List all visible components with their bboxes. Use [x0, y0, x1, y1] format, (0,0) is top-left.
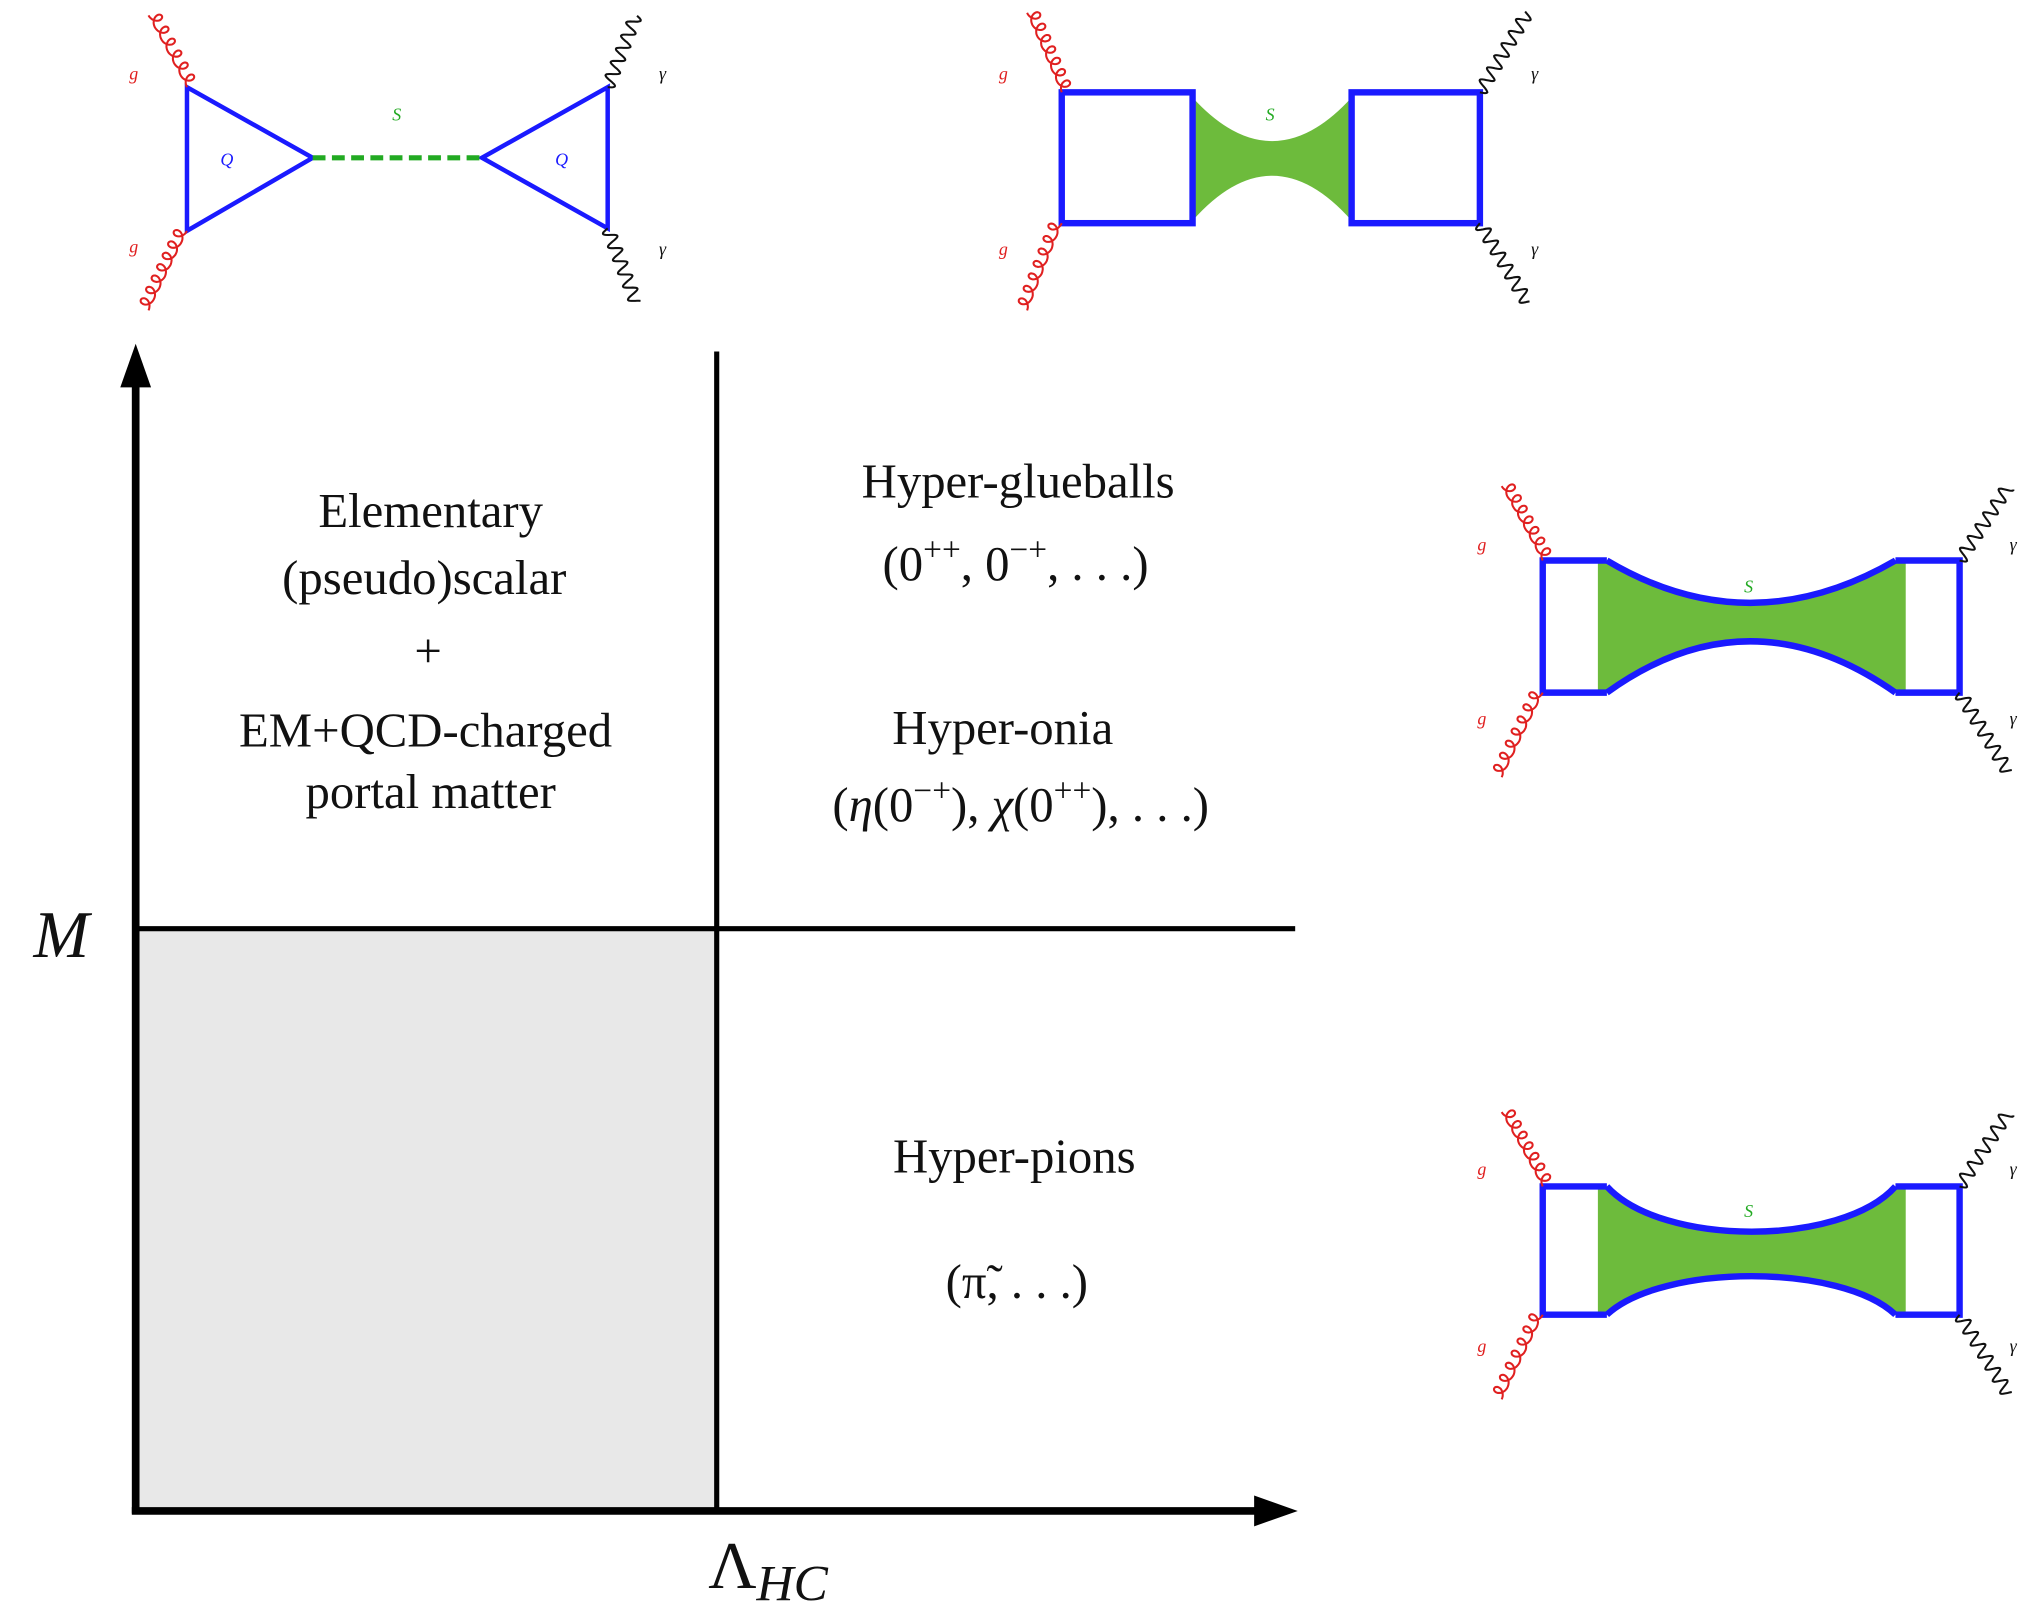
y-axis-label: M: [32, 899, 92, 972]
fermion-label: Q: [555, 149, 568, 169]
region-glueballs: Hyper-glueballs (0++, 0−+, . . .): [862, 455, 1175, 591]
superscript: ++: [923, 532, 961, 569]
math: η: [849, 778, 873, 832]
gluon: [141, 230, 187, 310]
superscript: −+: [1009, 532, 1047, 569]
excluded-region: [136, 929, 717, 1511]
fermion-loop: [1543, 1186, 1607, 1314]
gluon: [1502, 484, 1550, 560]
symbol: Λ: [708, 1530, 756, 1603]
arrowhead: [1254, 1496, 1298, 1527]
text: (0: [883, 537, 924, 591]
region-line: +: [414, 624, 442, 678]
region-title: Hyper-onia: [892, 701, 1113, 755]
fermion-loop: [1543, 561, 1607, 693]
gluon: [1494, 692, 1543, 777]
photon: [1956, 1315, 2012, 1394]
photon: [606, 16, 641, 88]
gluon-label: g: [129, 237, 138, 257]
gluon: [148, 15, 194, 88]
mediator-label: S: [1744, 577, 1753, 597]
photon: [603, 228, 641, 301]
photon-label: γ: [1531, 64, 1539, 84]
gluon: [1019, 223, 1062, 310]
mediator-label: S: [1744, 1201, 1753, 1221]
photon: [1480, 12, 1531, 94]
page: {"diagrams": [ {"gluons": ["g", "g"], "p…: [0, 0, 2026, 1611]
region-title: Hyper-glueballs: [862, 455, 1175, 509]
photon-label: γ: [2010, 1336, 2018, 1356]
photon: [1960, 1115, 2014, 1188]
region-line: portal matter: [306, 765, 556, 819]
text: (0: [873, 778, 914, 832]
gluon-label: g: [999, 64, 1008, 84]
gluon: [1502, 1110, 1550, 1186]
gluon-label: g: [1477, 1159, 1486, 1179]
mediator-label: S: [392, 105, 401, 125]
fermion-loop: [1062, 92, 1193, 223]
gluon: [1494, 1314, 1543, 1399]
photon: [1956, 693, 2012, 772]
math: χ: [988, 778, 1015, 832]
region-states: (η(0−+), χ(0++), . . .): [832, 773, 1209, 832]
gluon-label: g: [1477, 709, 1486, 729]
photon-label: γ: [1531, 239, 1539, 259]
fermion-label: Q: [220, 149, 233, 169]
superscript: ++: [1054, 773, 1092, 810]
photon-label: γ: [659, 239, 667, 259]
text: (0: [1013, 778, 1054, 832]
region-line: (pseudo)scalar: [282, 551, 566, 605]
photon: [1960, 489, 2014, 562]
photon-label: γ: [2010, 1159, 2018, 1179]
gluon: [1027, 12, 1070, 92]
text: , . . .): [1047, 537, 1149, 591]
region-onia: Hyper-onia (η(0−+), χ(0++), . . .): [832, 701, 1209, 832]
photon-label: γ: [659, 64, 667, 84]
gluon-label: g: [129, 64, 138, 84]
mediator-label: S: [1266, 105, 1275, 125]
gluon-label: g: [999, 239, 1008, 259]
text: , 0: [961, 537, 1010, 591]
region-title: Hyper-pions: [893, 1129, 1136, 1183]
region-states: (0++, 0−+, . . .): [883, 532, 1149, 591]
photon-label: γ: [2010, 534, 2018, 554]
text: ), . . .): [1091, 778, 1209, 832]
photon-label: γ: [2010, 709, 2018, 729]
gluon-label: g: [1477, 534, 1486, 554]
fermion-loop: [187, 87, 313, 231]
region-pions: Hyper-pions (π̃, . . .): [893, 1129, 1136, 1309]
subscript: HC: [756, 1556, 829, 1611]
region-line: EM+QCD-charged: [239, 703, 612, 757]
text: (: [832, 778, 848, 832]
region-line: Elementary: [318, 484, 543, 538]
region-states: (π̃, . . .): [946, 1255, 1088, 1309]
arrowhead: [120, 344, 151, 388]
diagram: g g γ γ S Q Q g g γ γ S g g γ γ S g g γ …: [0, 0, 2026, 1611]
fermion-loop: [482, 87, 608, 228]
gluon-label: g: [1477, 1336, 1486, 1356]
superscript: −+: [913, 773, 951, 810]
region-elementary: Elementary (pseudo)scalar + EM+QCD-charg…: [239, 484, 612, 819]
text: ),: [951, 778, 992, 832]
fermion-loop: [1352, 92, 1480, 223]
x-axis-label: ΛHC: [708, 1530, 828, 1611]
photon: [1476, 223, 1529, 303]
